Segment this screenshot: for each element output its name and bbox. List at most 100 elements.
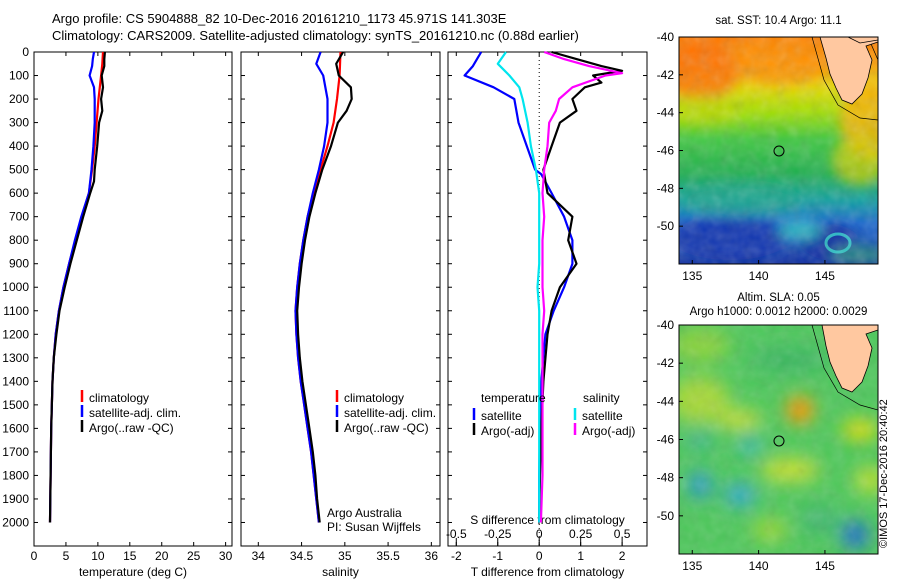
top-tick-label: -0.25: [484, 527, 512, 541]
x-axis-label: temperature (deg C): [79, 565, 187, 579]
y-tick-label: -40: [657, 318, 675, 332]
legend-label: Argo(..raw -QC): [89, 421, 174, 435]
salinity-profile: 34 34.5 35 35.5 36 salinity: [240, 51, 441, 579]
x-tick-label: 0: [31, 549, 38, 563]
y-tick-label: 1200: [2, 327, 29, 341]
y-tick-label: -50: [657, 219, 675, 233]
x-tick-label: 145: [815, 269, 835, 283]
sst-map-axes: 135 140 145 -40 -42 -44 -46 -48 -50 sat. SST: 10.…: [657, 15, 842, 283]
y-tick-label: 800: [9, 233, 29, 247]
map-title: sat. SST: 10.4 Argo: 11.1: [715, 15, 841, 27]
x-tick-label: 140: [749, 269, 769, 283]
x-axis-label: salinity: [322, 565, 359, 579]
y-tick-label: 1500: [2, 398, 29, 412]
legend-title: salinity: [583, 391, 620, 405]
top-tick-label: 0.5: [614, 527, 631, 541]
y-tick-label: -42: [657, 356, 675, 370]
series-line-temperature-argo-adj-: [538, 50, 624, 523]
x-tick-label: 20: [155, 549, 169, 563]
map-title: Argo h1000: 0.0012 h2000: 0.0029: [690, 306, 868, 318]
temperature-profile: 0 5 10 15 20 25 30 temperature (deg C) 0 100 200 30…: [2, 45, 232, 579]
x-tick-label: 0: [536, 549, 543, 563]
legend-title: temperature: [481, 391, 546, 405]
axes-frame: [33, 51, 233, 547]
series-line-satellite-adj-clim-: [48, 51, 96, 523]
y-tick-label: -48: [657, 181, 675, 195]
top-tick-label: -0.5: [446, 527, 467, 541]
series-line-temperature-satellite: [463, 51, 574, 523]
y-tick-label: 1000: [2, 280, 29, 294]
sla-map-axes: 135 140 145 -40 -42 -44 -46 -48 -50 Altim. SLA: 0…: [657, 292, 868, 573]
y-tick-label: 1600: [2, 421, 29, 435]
y-tick-label: 400: [9, 139, 29, 153]
x-tick-label: -2: [451, 549, 462, 563]
x-tick-label: 34: [252, 549, 266, 563]
y-tick-label: 600: [9, 186, 29, 200]
plot-title-line2: Climatology: CARS2009. Satellite-adjuste…: [52, 28, 579, 43]
y-tick-label: -48: [657, 471, 675, 485]
x-tick-label: 135: [682, 559, 702, 573]
timestamp: ©IMOS 17-Dec-2016 20:40:42: [878, 399, 890, 548]
y-tick-label: 100: [9, 69, 29, 83]
axes-frame: [240, 51, 441, 547]
x-tick-label: 35: [338, 549, 352, 563]
series-line-climatology: [294, 51, 342, 523]
credit-line1: Argo Australia: [327, 506, 402, 520]
y-tick-label: 700: [9, 210, 29, 224]
credit-line2: PI: Susan Wijffels: [327, 520, 421, 534]
legend-label: satellite-adj. clim.: [344, 406, 436, 420]
y-tick-label: 2000: [2, 515, 29, 529]
float-marker-sst: [773, 145, 785, 157]
y-tick-label: -46: [657, 433, 675, 447]
x-tick-label: 30: [219, 549, 233, 563]
y-tick-label: 1900: [2, 492, 29, 506]
x-tick-label: 35.5: [376, 549, 400, 563]
y-tick-label: -50: [657, 509, 675, 523]
x-tick-label: 135: [682, 269, 702, 283]
top-tick-label: 0.25: [569, 527, 593, 541]
x-tick-label: 36: [425, 549, 439, 563]
series-line-argo-raw-qc-: [296, 51, 353, 523]
x-tick-label: -1: [492, 549, 503, 563]
y-tick-label: -40: [657, 30, 675, 44]
legend-label: climatology: [89, 391, 149, 405]
y-tick-label: 200: [9, 92, 29, 106]
y-tick-label: 1700: [2, 445, 29, 459]
series-line-salinity-argo-adj-: [539, 50, 624, 523]
plot-title-line1: Argo profile: CS 5904888_82 10-Dec-2016 …: [52, 11, 507, 26]
y-tick-label: 900: [9, 257, 29, 271]
x-axis-label: T difference from climatology: [471, 565, 625, 579]
series-line-satellite-adj-clim-: [294, 51, 329, 523]
legend-label: satellite: [582, 409, 623, 423]
sst-map: [678, 36, 879, 265]
top-axis-label: S difference from climatology: [470, 513, 625, 527]
y-tick-label: -42: [657, 68, 675, 82]
x-tick-label: 25: [187, 549, 201, 563]
y-tick-label: 1800: [2, 468, 29, 482]
float-marker-sla: [773, 435, 785, 447]
x-tick-label: 1: [577, 549, 584, 563]
y-tick-label: 1100: [3, 304, 29, 318]
x-tick-label: 2: [619, 549, 626, 563]
x-tick-label: 140: [749, 559, 769, 573]
legend-label: Argo(-adj): [582, 424, 635, 438]
y-tick-label: -46: [657, 144, 675, 158]
tasmania-land: [819, 37, 878, 105]
y-tick-label: 0: [22, 45, 29, 59]
mainland-land: [847, 37, 878, 44]
y-tick-label: -44: [657, 394, 675, 408]
x-tick-label: 34.5: [290, 549, 314, 563]
top-tick-label: 0: [536, 527, 543, 541]
legend-label: climatology: [344, 391, 404, 405]
axes-frame: [447, 51, 648, 547]
legend-label: satellite: [481, 409, 522, 423]
y-tick-label: 1400: [2, 374, 29, 388]
y-tick-label: 1300: [2, 351, 29, 365]
legend-label: Argo(-adj): [481, 424, 534, 438]
legend-label: Argo(..raw -QC): [344, 421, 429, 435]
x-tick-label: 5: [63, 549, 70, 563]
map-title: Altim. SLA: 0.05: [737, 292, 819, 304]
series-line-argo-raw-qc-: [48, 51, 106, 523]
